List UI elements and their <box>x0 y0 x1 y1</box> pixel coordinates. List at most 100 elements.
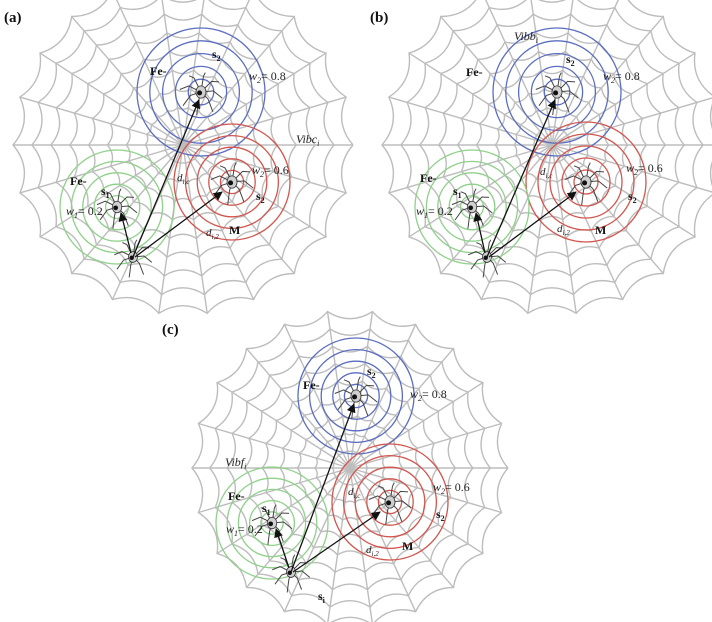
web-spoke <box>408 52 553 146</box>
blue-s-label-c: s2 <box>367 364 376 380</box>
web-spoke <box>71 16 184 146</box>
vibration-ring <box>354 466 426 538</box>
vibration-ring <box>196 146 268 218</box>
vibration-ring <box>173 123 291 241</box>
red-s-label-b: s2 <box>628 189 637 205</box>
red-s-label-a: s2 <box>256 189 265 205</box>
web-spoke <box>485 0 553 146</box>
web-spoke <box>158 144 184 314</box>
spider-head <box>268 521 274 527</box>
web-spoke <box>39 52 184 146</box>
vibration-ring <box>215 466 329 580</box>
web-spoke <box>440 16 553 146</box>
panel-b-label: (b) <box>370 10 388 26</box>
red-ring-cluster-a <box>173 123 291 241</box>
web-spoke <box>551 97 712 146</box>
vibration-label-c: Vibfi <box>225 455 246 471</box>
web-ring <box>191 310 509 622</box>
web-spoke <box>71 144 184 274</box>
distance-ic-label-a: di,c <box>177 172 190 186</box>
web-spoke <box>19 144 184 194</box>
spider-icons-c <box>251 376 412 593</box>
web-spoke <box>182 16 295 146</box>
web-spoke <box>182 0 250 146</box>
blue-w-label-c: w2= 0.8 <box>410 387 447 403</box>
web-ring <box>313 432 386 504</box>
spider-icon <box>334 376 378 420</box>
vibration-ring <box>93 183 141 231</box>
web-spoke <box>39 144 184 238</box>
vibration-ring <box>82 172 152 242</box>
spider-head <box>113 205 119 211</box>
vibration-ring <box>70 160 164 254</box>
vibration-ring <box>332 372 380 420</box>
spider-head <box>197 90 203 96</box>
blue-ring-cluster-a <box>136 27 266 157</box>
spider-head <box>553 90 559 96</box>
vibration-ring <box>260 511 284 535</box>
distance-i2-label-c: di,2 <box>366 544 379 558</box>
web-ring <box>125 87 241 203</box>
vibration-ring <box>561 157 611 207</box>
spider-icon <box>535 72 579 116</box>
distance-arrow <box>486 99 556 258</box>
spider-head <box>386 500 392 506</box>
web-spoke <box>161 0 184 146</box>
web-spoke <box>283 467 351 613</box>
vibration-ring <box>297 337 415 455</box>
vibration-ring <box>530 65 584 119</box>
spider-head <box>352 394 358 400</box>
vibration-ring <box>331 443 449 561</box>
web-ring <box>456 50 647 240</box>
blue-s-label-b: s2 <box>566 52 575 68</box>
web-spoke <box>551 144 664 274</box>
vibration-ring <box>425 160 519 254</box>
web-spoke <box>349 467 484 555</box>
spider-s-label-c: si <box>318 589 326 605</box>
vibration-ring <box>248 499 296 547</box>
vibration-ring <box>437 172 507 242</box>
spider-web-a <box>12 0 354 315</box>
spider-web-b <box>381 0 712 315</box>
web-ring <box>12 0 354 315</box>
spider-head <box>468 205 474 211</box>
vibration-ring <box>226 477 318 569</box>
vibration-ring <box>104 194 130 220</box>
blue-w-label-b: w2= 0.8 <box>603 69 640 85</box>
web-spoke <box>216 381 351 469</box>
red-w-label-a: w2= 0.6 <box>252 163 289 179</box>
web-spoke <box>440 144 553 274</box>
web-spoke <box>182 96 347 146</box>
web-spoke <box>116 0 184 146</box>
distance-arrow <box>132 99 201 258</box>
vibration-ring <box>366 478 414 526</box>
vibration-ring <box>308 348 404 444</box>
web-spoke <box>182 144 327 238</box>
vibration-ring <box>59 149 175 265</box>
red-ring-cluster-b <box>525 121 647 243</box>
web-spoke <box>182 0 205 146</box>
web-spoke <box>182 144 295 274</box>
distance-arrow <box>274 528 290 569</box>
green-ring-cluster-a <box>59 149 175 265</box>
web-ring <box>226 345 474 591</box>
web-spoke <box>198 422 351 469</box>
web-spoke <box>551 52 696 146</box>
spider-icon <box>451 188 493 229</box>
red-w-label-c: w2= 0.6 <box>433 480 470 496</box>
web-spoke <box>551 144 624 300</box>
vibration-ring <box>208 158 256 206</box>
red-w-label-b: w2= 0.6 <box>626 161 663 177</box>
web-ring <box>418 13 685 277</box>
web-spoke <box>216 467 351 555</box>
distance-arrows-b <box>473 99 577 258</box>
vibration-ring <box>459 194 485 220</box>
red-m-label-c: M <box>402 539 413 553</box>
vibration-ring <box>517 52 597 132</box>
green-w-label-c: w1= 0.2 <box>226 522 263 538</box>
vibration-ring <box>414 149 530 265</box>
web-ring <box>475 69 629 221</box>
web-spoke <box>327 467 351 622</box>
blue-fe-label-a: Fe- <box>150 64 167 78</box>
